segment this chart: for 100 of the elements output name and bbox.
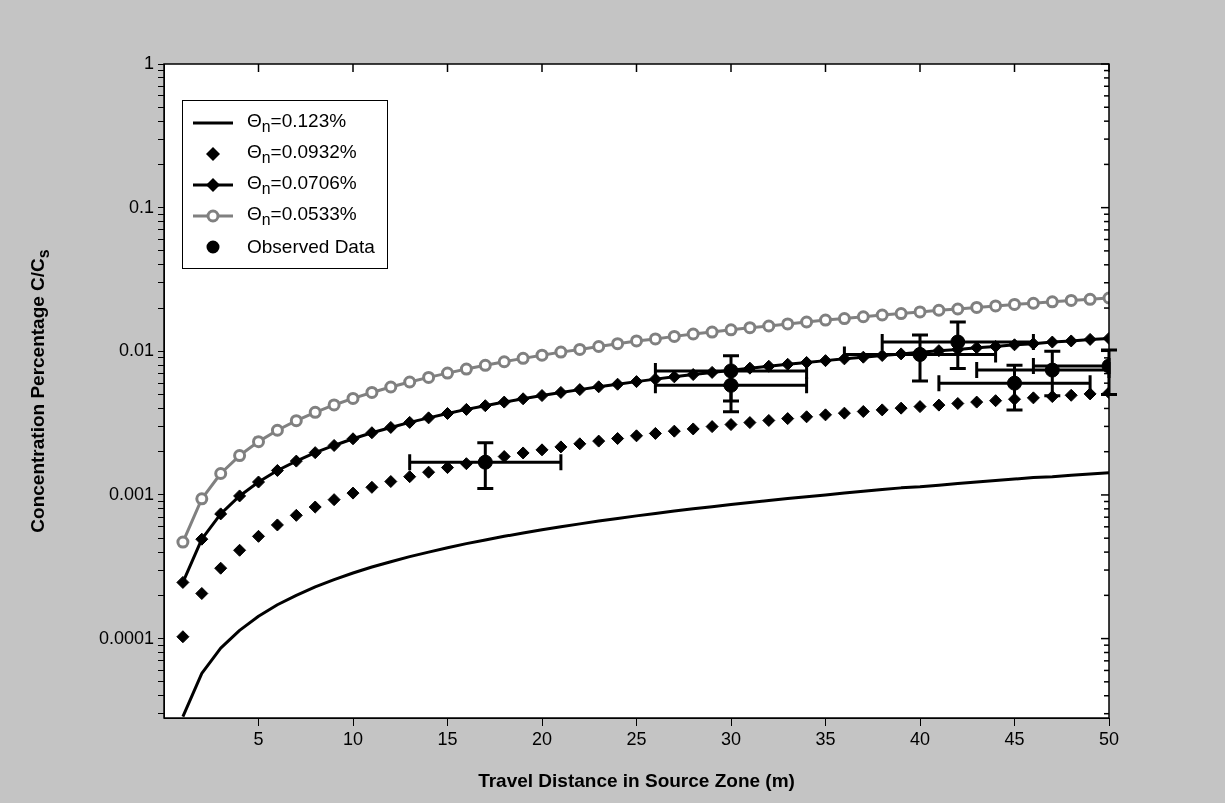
point: [932, 344, 946, 358]
point: [195, 587, 209, 600]
point: [233, 489, 247, 503]
point: [327, 398, 341, 412]
point: [441, 461, 454, 475]
point: [422, 370, 436, 384]
legend-label: Θ$_{n}$=0.0932%: [247, 140, 357, 167]
point: [667, 370, 681, 384]
point: [1026, 391, 1040, 405]
point: [573, 437, 587, 451]
point: [1083, 387, 1097, 401]
point: [1083, 292, 1097, 306]
point: [762, 413, 776, 427]
point: [214, 467, 228, 481]
point: [875, 403, 889, 417]
legend-label: Observed Data: [247, 235, 375, 258]
point: [837, 312, 851, 326]
point: [384, 420, 398, 434]
point: [365, 426, 379, 440]
point: [743, 321, 757, 335]
point: [554, 385, 568, 399]
x-tick-label: 5: [253, 728, 264, 749]
point: [554, 345, 568, 359]
point: [554, 440, 568, 454]
point: [270, 423, 284, 437]
x-tick-label: 30: [720, 728, 742, 749]
legend-label: Θ$_{n}$=0.123%: [247, 109, 347, 136]
x-tick-label: 40: [909, 728, 931, 749]
point: [1008, 297, 1021, 311]
point: [441, 366, 454, 380]
point: [648, 426, 662, 440]
point: [630, 334, 643, 348]
point: [516, 446, 530, 460]
point: [705, 420, 719, 434]
point: [630, 429, 643, 443]
point: [894, 401, 908, 415]
point: [252, 435, 265, 449]
point: [989, 299, 1003, 313]
point: [592, 380, 606, 394]
point: [1064, 388, 1078, 402]
point: [535, 348, 549, 362]
point: [970, 300, 984, 314]
point: [403, 415, 417, 429]
point: [516, 392, 530, 406]
point: [365, 385, 379, 399]
point: [176, 575, 190, 589]
point: [346, 486, 360, 500]
x-tick-label: 20: [531, 728, 553, 749]
point: [478, 358, 492, 372]
y-tick-label: 0.001: [108, 483, 154, 504]
point: [346, 432, 360, 446]
point: [819, 408, 832, 422]
point: [837, 406, 851, 420]
x-tick-label: 15: [437, 728, 458, 749]
point: [686, 327, 700, 341]
point: [214, 507, 228, 521]
point: [970, 395, 984, 409]
point: [989, 394, 1003, 408]
point: [913, 400, 927, 414]
point: [781, 317, 795, 331]
point: [932, 398, 946, 412]
point: [195, 532, 209, 546]
point: [308, 500, 322, 514]
point: [176, 535, 190, 549]
point: [535, 443, 549, 457]
point: [1083, 332, 1097, 346]
x-tick-label: 35: [815, 728, 836, 749]
x-tick-label: 45: [1004, 728, 1025, 749]
point: [686, 422, 700, 436]
y-tick-label: 0.01: [118, 340, 154, 361]
point: [743, 416, 757, 430]
point: [270, 518, 284, 532]
point: [1026, 296, 1040, 310]
point: [176, 630, 190, 644]
legend-label: Θ$_{n}$=0.0533%: [247, 202, 357, 229]
point: [819, 313, 832, 327]
point: [497, 395, 511, 409]
point: [327, 438, 341, 452]
x-tick-label: 10: [342, 728, 364, 749]
point: [781, 357, 795, 371]
point: [422, 465, 436, 479]
point: [592, 434, 606, 448]
point: [497, 355, 511, 369]
point: [289, 414, 303, 428]
point: [535, 389, 549, 403]
point: [592, 339, 606, 353]
point: [365, 480, 379, 494]
point: [308, 446, 322, 460]
point: [214, 561, 228, 575]
point: [970, 341, 984, 355]
point: [252, 529, 265, 543]
point: [667, 329, 681, 343]
point: [233, 449, 247, 463]
point: [289, 508, 303, 522]
point: [705, 325, 719, 339]
point: [1064, 293, 1078, 307]
point: [422, 411, 436, 425]
x-axis-title: Travel Distance in Source Zone (m): [478, 769, 795, 791]
point: [819, 354, 832, 368]
point: [630, 375, 643, 389]
